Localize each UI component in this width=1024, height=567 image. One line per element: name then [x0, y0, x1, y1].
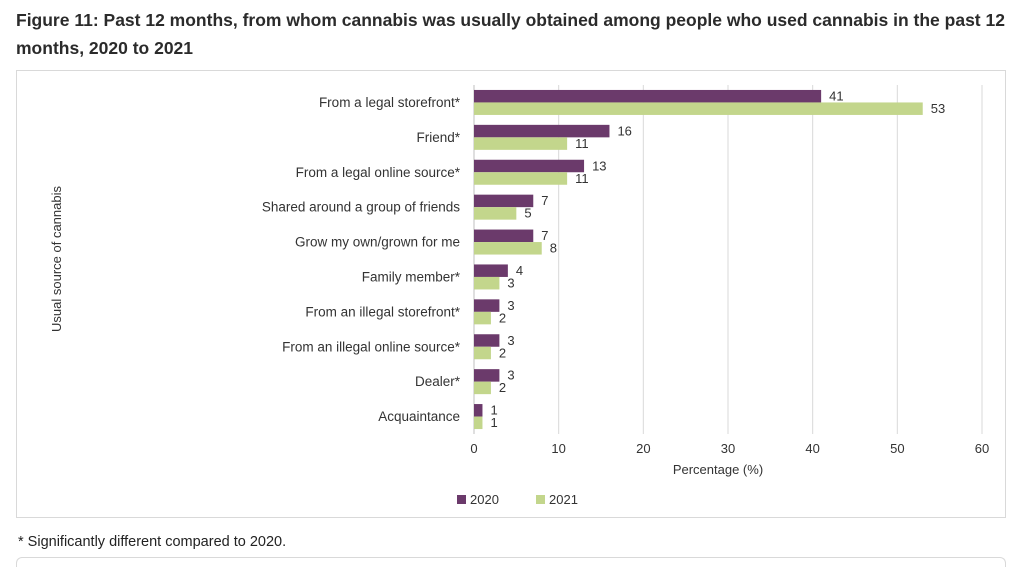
bar-2021 [474, 207, 516, 220]
footnote: * Significantly different compared to 20… [18, 534, 286, 550]
data-label-2021: 2 [499, 310, 506, 325]
category-label: Grow my own/grown for me [295, 235, 460, 250]
bar-2021 [474, 417, 482, 430]
category-label: From an illegal storefront* [305, 304, 460, 319]
x-tick-label: 30 [721, 441, 735, 456]
legend-swatch-2020 [457, 495, 466, 504]
bar-2021 [474, 102, 923, 115]
data-label-2021: 11 [575, 171, 589, 186]
bar-2021 [474, 382, 491, 395]
data-label-2020: 4 [516, 263, 523, 278]
bar-2021 [474, 312, 491, 325]
category-label: Shared around a group of friends [262, 200, 460, 215]
bar-2021 [474, 137, 567, 150]
bar-2020 [474, 264, 508, 277]
x-tick-label: 40 [805, 441, 819, 456]
bar-2020 [474, 334, 499, 347]
bar-2021 [474, 172, 567, 185]
data-label-2021: 5 [524, 206, 531, 221]
bar-2021 [474, 242, 542, 255]
figure-title: Figure 11: Past 12 months, from whom can… [16, 6, 1006, 62]
data-label-2021: 11 [575, 136, 589, 151]
data-label-2020: 13 [592, 158, 606, 173]
x-tick-label: 20 [636, 441, 650, 456]
x-tick-label: 0 [470, 441, 477, 456]
bar-2020 [474, 125, 609, 138]
chart-frame: 0 10 20 30 40 50 60 From a legal storefront* 41 5… [16, 70, 1006, 518]
category-label: From a legal storefront* [319, 95, 461, 110]
data-label-2020: 16 [617, 123, 631, 138]
bar-2020 [474, 369, 499, 382]
data-label-2021: 2 [499, 345, 506, 360]
category-label: Dealer* [415, 374, 461, 389]
bar-2021 [474, 347, 491, 360]
data-label-2021: 53 [931, 101, 945, 116]
bar-2020 [474, 90, 821, 103]
legend-label-2021: 2021 [549, 492, 578, 507]
bar-2021 [474, 277, 499, 290]
data-label-2020: 3 [507, 368, 514, 383]
bar-2020 [474, 160, 584, 173]
data-label-2020: 7 [541, 228, 548, 243]
data-label-2021: 2 [499, 380, 506, 395]
legend-label-2020: 2020 [470, 492, 499, 507]
x-axis-title: Percentage (%) [673, 462, 763, 477]
x-tick-label: 60 [975, 441, 989, 456]
bar-2020 [474, 230, 533, 243]
y-axis-title: Usual source of cannabis [49, 186, 64, 332]
data-label-2021: 8 [550, 241, 557, 256]
category-label: From an illegal online source* [282, 339, 461, 354]
data-label-2021: 1 [490, 415, 497, 430]
bar-2020 [474, 299, 499, 312]
next-section-box [16, 557, 1006, 567]
data-label-2020: 3 [507, 333, 514, 348]
data-label-2021: 3 [507, 275, 514, 290]
category-label: Family member* [362, 269, 461, 284]
x-tick-label: 10 [551, 441, 565, 456]
category-label: Friend* [416, 130, 460, 145]
data-label-2020: 3 [507, 298, 514, 313]
x-tick-label: 50 [890, 441, 904, 456]
category-label: Acquaintance [378, 409, 460, 424]
legend-swatch-2021 [536, 495, 545, 504]
bar-2020 [474, 404, 482, 417]
data-label-2020: 41 [829, 88, 843, 103]
data-label-2020: 7 [541, 193, 548, 208]
category-label: From a legal online source* [296, 165, 461, 180]
